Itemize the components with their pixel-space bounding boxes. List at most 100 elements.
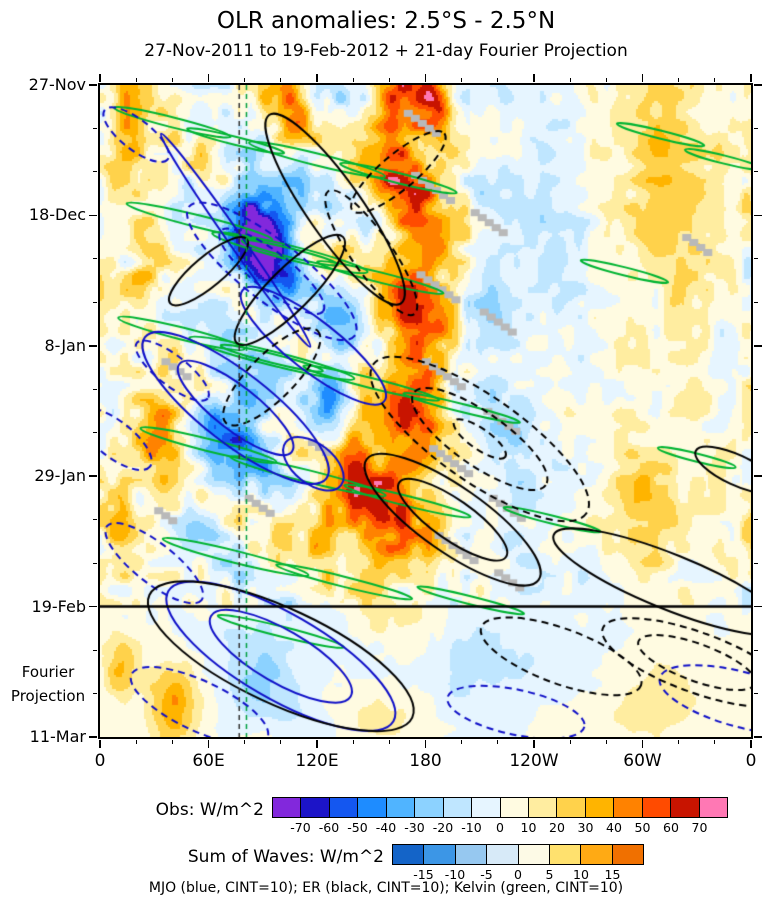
colorbar-segment	[273, 798, 302, 817]
colorbar-tick-label: -60	[318, 820, 340, 835]
y-axis-major-tick-right	[754, 736, 762, 738]
x-axis-minor-tick-top	[605, 78, 607, 82]
y-axis-tick-label: 19-Feb	[31, 596, 86, 616]
x-axis-tick-label: 60E	[192, 751, 225, 771]
colorbar-tick-label: 10	[573, 867, 589, 882]
y-axis-major-tick-right	[754, 475, 762, 477]
colorbar-tick-label: 30	[577, 820, 594, 835]
x-axis-minor-tick	[352, 740, 354, 744]
chart-title: OLR anomalies: 2.5°S - 2.5°N	[216, 8, 556, 34]
y-axis-minor-tick-right	[754, 171, 758, 173]
y-axis-major-tick	[89, 345, 97, 347]
y-axis-minor-tick	[93, 258, 97, 260]
y-axis-tick-label: 8-Jan	[44, 335, 86, 355]
colorbar-segment	[612, 845, 643, 864]
colorbar-segment	[386, 798, 416, 817]
x-axis-minor-tick-top	[244, 78, 246, 82]
x-axis-major-tick-top	[641, 74, 644, 82]
x-axis-major-tick	[750, 740, 752, 748]
colorbar-tick-label: -30	[404, 820, 425, 835]
colorbar-tick-label: 0	[496, 820, 504, 835]
colorbar-tick-label: 50	[634, 820, 651, 835]
fourier-projection-label-line2: Projection	[10, 687, 86, 705]
x-axis-minor-tick-top	[678, 78, 680, 82]
y-axis-major-tick-right	[754, 84, 762, 86]
y-axis-minor-tick-right	[754, 127, 758, 129]
x-axis-tick-label: 0	[94, 751, 106, 771]
colorbar-segment	[549, 845, 582, 864]
colorbar-tick-label: 20	[549, 820, 565, 835]
contour-legend: MJO (blue, CINT=10); ER (black, CINT=10)…	[148, 880, 624, 896]
y-axis-minor-tick	[93, 301, 97, 303]
x-axis-minor-tick	[244, 740, 246, 744]
y-axis-tick-label: 18-Dec	[28, 205, 86, 225]
colorbar-segment	[443, 798, 473, 817]
colorbar-tick-label: -70	[290, 820, 311, 835]
colorbar-segment	[329, 798, 359, 817]
x-axis-major-tick-top	[533, 74, 535, 82]
x-axis-minor-tick-top	[461, 78, 463, 82]
colorbar-tick-label: -40	[375, 820, 397, 835]
x-axis-major-tick	[316, 740, 318, 748]
y-axis-minor-tick-right	[754, 562, 758, 564]
obs-colorbar-label: Obs: W/m^2	[155, 800, 264, 820]
colorbar-segment	[585, 798, 615, 817]
x-axis-major-tick-top	[316, 74, 318, 82]
colorbar-tick-label: -50	[347, 820, 368, 835]
x-axis-major-tick	[99, 740, 101, 748]
x-axis-minor-tick	[280, 740, 282, 744]
x-axis-major-tick	[207, 740, 210, 748]
colorbar-segment	[393, 845, 425, 864]
y-axis-minor-tick-right	[754, 301, 758, 303]
colorbar-tick-label: -10	[461, 820, 482, 835]
colorbar-tick-label: 40	[606, 820, 622, 835]
colorbar-segment	[415, 798, 444, 817]
x-axis-minor-tick-top	[569, 78, 571, 82]
colorbar-segment	[455, 845, 488, 864]
y-axis-major-tick	[89, 736, 97, 738]
y-axis-tick-label: 27-Nov	[28, 75, 86, 94]
x-axis-minor-tick	[605, 740, 607, 744]
colorbar-segment	[301, 798, 330, 817]
x-axis-minor-tick-top	[388, 78, 390, 82]
x-axis-minor-tick-top	[135, 78, 137, 82]
y-axis-tick-label: 29-Jan	[34, 466, 86, 486]
x-axis-major-tick-top	[424, 74, 427, 82]
x-axis-minor-tick-top	[352, 78, 354, 82]
y-axis-major-tick	[89, 84, 97, 86]
y-axis-major-tick	[89, 475, 97, 477]
x-axis-major-tick-top	[750, 74, 752, 82]
y-axis-minor-tick-right	[754, 649, 758, 651]
x-axis-major-tick-top	[99, 74, 101, 82]
waves-colorbar	[392, 844, 644, 865]
x-axis-tick-label: 60W	[623, 751, 662, 771]
colorbar-segment	[500, 798, 529, 817]
colorbar-tick-label: 0	[514, 867, 522, 882]
y-axis-minor-tick	[93, 432, 97, 434]
y-axis-major-tick-right	[754, 345, 762, 347]
x-axis-minor-tick	[461, 740, 463, 744]
hovmoller-plot	[98, 83, 753, 739]
x-axis-major-tick	[424, 740, 427, 748]
colorbar-segment	[528, 798, 558, 817]
y-axis-minor-tick	[93, 519, 97, 521]
colorbar-tick-label: 60	[663, 820, 679, 835]
y-axis-minor-tick	[93, 562, 97, 564]
colorbar-segment	[671, 798, 700, 817]
colorbar-segment	[699, 798, 727, 817]
colorbar-tick-label: -10	[444, 867, 466, 882]
x-axis-minor-tick	[171, 740, 173, 744]
y-axis-major-tick-right	[754, 214, 762, 217]
y-axis-minor-tick-right	[754, 432, 758, 434]
colorbar-tick-label: 10	[520, 820, 537, 835]
y-axis-minor-tick	[93, 649, 97, 651]
y-axis-minor-tick	[93, 127, 97, 129]
y-axis-major-tick-right	[754, 605, 762, 608]
y-axis-minor-tick	[93, 693, 97, 695]
x-axis-minor-tick	[678, 740, 680, 744]
colorbar-segment	[472, 798, 501, 817]
y-axis-minor-tick-right	[754, 693, 758, 695]
y-axis-minor-tick-right	[754, 258, 758, 260]
x-axis-tick-label: 0	[745, 751, 757, 771]
